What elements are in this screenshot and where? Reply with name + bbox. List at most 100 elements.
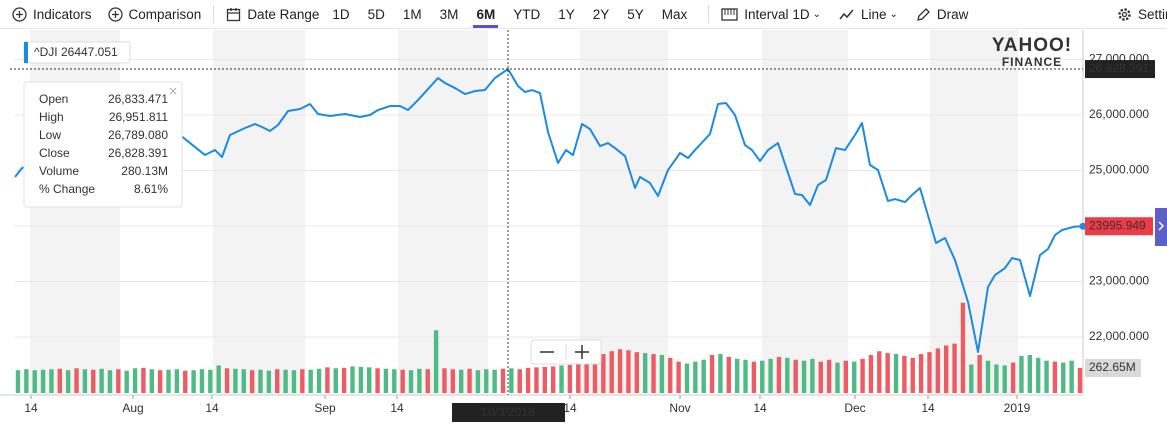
interval-button[interactable]: Interval 1D ⌄ xyxy=(721,0,821,28)
range-button[interactable]: 6M xyxy=(473,0,498,28)
x-tick-label: Dec xyxy=(844,401,865,415)
icon xyxy=(1118,7,1131,21)
volume-bar xyxy=(776,356,782,393)
volume-bar xyxy=(785,357,790,393)
range-button[interactable]: YTD xyxy=(513,6,541,22)
volume-bar xyxy=(258,369,263,393)
range-button[interactable]: 3M xyxy=(439,6,459,22)
month-band xyxy=(398,30,488,395)
volume-bar xyxy=(266,370,272,393)
volume-bar xyxy=(1019,355,1024,393)
chart-type-button[interactable]: Line ⌄ xyxy=(839,0,898,28)
x-tick-label: 2019 xyxy=(1004,401,1031,415)
volume-bar xyxy=(642,353,648,393)
volume-bar xyxy=(24,369,29,393)
interval-value: 1D xyxy=(792,6,810,22)
volume-bar xyxy=(743,359,748,393)
x-tick-label: 14 xyxy=(563,401,577,415)
volume-bar xyxy=(1069,360,1074,393)
volume-bar xyxy=(316,368,322,393)
indicators-button[interactable]: Indicators xyxy=(12,0,92,28)
price-line xyxy=(14,68,1084,353)
comparison-button[interactable]: Comparison xyxy=(107,0,201,28)
volume-bar xyxy=(768,358,773,393)
tooltip-value: 26,789.080 xyxy=(108,128,168,142)
x-tick-label: 14 xyxy=(921,401,935,415)
volume-bar xyxy=(918,354,924,393)
volume-bar xyxy=(149,369,154,393)
crosshair-value-label: 26,828.391 xyxy=(1089,61,1149,75)
volume-bar xyxy=(760,360,765,393)
volume-bar xyxy=(835,362,840,393)
tooltip-label: Volume xyxy=(39,164,79,178)
volume-bar xyxy=(367,367,372,393)
volume-bar xyxy=(868,355,874,393)
volume-bar xyxy=(484,369,489,393)
icon xyxy=(12,6,27,22)
range-button[interactable]: 1Y xyxy=(558,6,575,22)
volume-bar xyxy=(944,345,949,393)
volume-bar xyxy=(852,361,857,393)
volume-bar xyxy=(442,368,447,393)
volume-bar xyxy=(994,364,999,393)
range-button[interactable]: Max xyxy=(661,6,688,22)
volume-bar xyxy=(57,368,63,393)
volume-bar xyxy=(659,355,665,393)
tooltip-label: Close xyxy=(39,146,70,160)
volume-bar xyxy=(166,369,171,393)
y-tick-label: 26,000.000 xyxy=(1089,107,1149,121)
zoom-in[interactable] xyxy=(575,345,589,359)
last-price-box xyxy=(1085,217,1153,236)
volume-bar xyxy=(793,359,798,393)
volume-bar xyxy=(935,348,941,393)
volume-bar xyxy=(734,358,740,393)
tooltip-label: % Change xyxy=(39,182,95,196)
side-tab-chevron xyxy=(1158,221,1165,231)
volume-bar xyxy=(634,352,640,393)
volume-bar xyxy=(651,354,656,393)
volume-bar xyxy=(826,359,832,393)
volume-bar xyxy=(559,365,564,393)
volume-bar xyxy=(400,369,405,393)
volume-bar xyxy=(609,351,614,393)
volume-bar xyxy=(500,368,506,393)
tooltip-close[interactable] xyxy=(169,87,177,95)
draw-button[interactable]: Draw xyxy=(916,0,968,28)
watermark: FINANCE xyxy=(1002,55,1062,69)
month-band xyxy=(762,30,848,395)
volume-bar xyxy=(275,369,280,393)
range-button[interactable]: 5D xyxy=(367,6,385,22)
volume-bar xyxy=(333,368,338,393)
volume-bar xyxy=(1002,365,1007,393)
volume-bar xyxy=(509,368,514,393)
date-range-button[interactable]: Date Range xyxy=(226,0,319,28)
volume-bar xyxy=(475,370,481,393)
volume-bar xyxy=(525,367,531,393)
volume-bar xyxy=(107,370,113,393)
range-button[interactable]: 1D xyxy=(332,6,350,22)
volume-bar xyxy=(32,370,37,393)
volume-bar xyxy=(417,368,422,393)
label: Settings xyxy=(1138,6,1167,22)
volume-bar xyxy=(584,363,589,393)
volume-bar xyxy=(375,368,380,393)
volume-bar xyxy=(492,369,497,393)
volume-bar xyxy=(818,361,823,393)
volume-bar xyxy=(350,366,355,393)
volume-bar xyxy=(82,369,88,393)
volume-bar xyxy=(65,370,71,393)
settings-button[interactable]: Settings xyxy=(1117,0,1167,28)
volume-bar xyxy=(132,368,138,393)
range-button[interactable]: 2Y xyxy=(592,6,610,22)
volume-bar xyxy=(684,363,690,393)
volume-bar xyxy=(801,360,807,393)
volume-bar xyxy=(74,368,79,393)
volume-bar xyxy=(49,369,54,393)
month-band xyxy=(580,30,668,395)
month-band xyxy=(930,30,1018,395)
volume-bar xyxy=(885,353,890,393)
volume-bar xyxy=(977,355,982,393)
range-button[interactable]: 1M xyxy=(402,6,422,22)
range-button[interactable]: 5Y xyxy=(627,6,644,22)
